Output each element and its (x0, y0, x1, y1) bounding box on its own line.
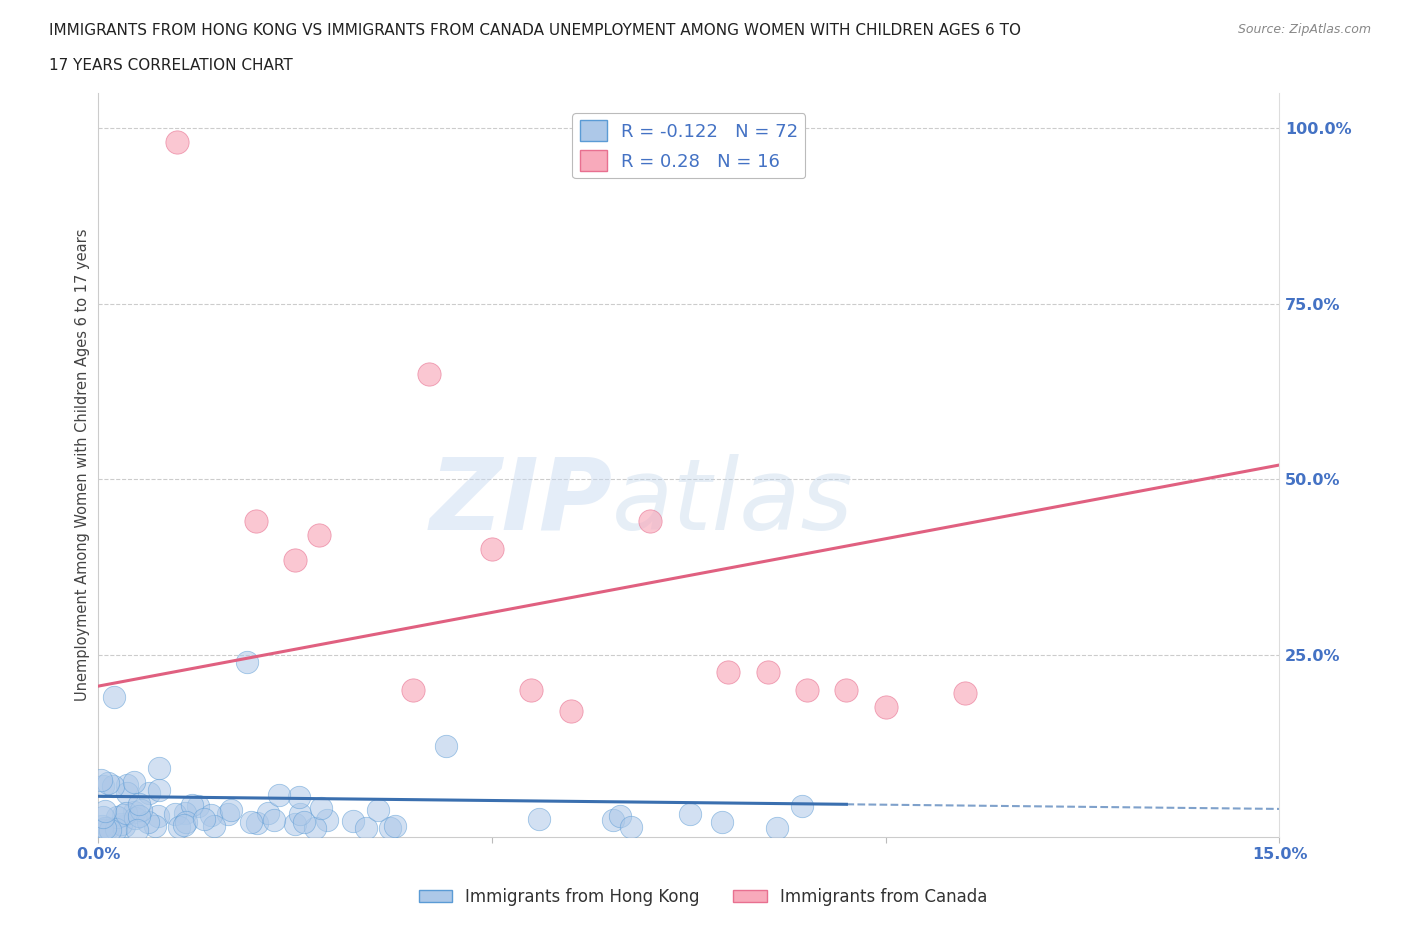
Point (284, 552, 307, 567)
Point (602, 813, 624, 828)
Point (94, 804, 117, 818)
Point (128, 809, 150, 824)
Point (97, 820, 120, 835)
Text: ZIP: ZIP (429, 454, 612, 551)
Point (146, 808, 169, 823)
Point (609, 808, 631, 823)
Text: IMMIGRANTS FROM HONG KONG VS IMMIGRANTS FROM CANADA UNEMPLOYMENT AMONG WOMEN WIT: IMMIGRANTS FROM HONG KONG VS IMMIGRANTS … (49, 23, 1021, 38)
Point (263, 813, 285, 828)
Point (529, 811, 551, 826)
Legend: R = -0.122   N = 72, R = 0.28   N = 16: R = -0.122 N = 72, R = 0.28 N = 16 (572, 113, 806, 179)
Point (115, 778, 138, 793)
Point (378, 820, 401, 835)
Point (128, 796, 150, 811)
Point (122, 775, 145, 790)
Point (288, 790, 311, 804)
Point (309, 801, 332, 816)
Point (240, 815, 263, 830)
Point (384, 818, 406, 833)
Text: Source: ZipAtlas.com: Source: ZipAtlas.com (1237, 23, 1371, 36)
Point (91, 778, 114, 793)
Text: 17 YEARS CORRELATION CHART: 17 YEARS CORRELATION CHART (49, 58, 292, 73)
Point (127, 822, 149, 837)
Point (110, 817, 132, 831)
Point (766, 820, 789, 835)
Point (90, 822, 112, 837)
Point (481, 542, 503, 557)
Point (792, 799, 814, 814)
Point (90, 773, 112, 788)
Point (245, 816, 267, 830)
Point (202, 818, 225, 833)
Point (148, 761, 170, 776)
Point (308, 527, 330, 542)
Text: atlas: atlas (612, 454, 853, 551)
Point (111, 808, 134, 823)
Point (245, 513, 267, 528)
Point (520, 683, 543, 698)
Point (112, 818, 135, 833)
Point (257, 806, 280, 821)
Point (953, 685, 976, 700)
Point (219, 803, 242, 817)
Point (96, 776, 118, 790)
Point (166, 135, 188, 150)
Point (620, 819, 643, 834)
Point (638, 513, 661, 528)
Point (143, 818, 166, 833)
Point (835, 683, 858, 698)
Point (315, 813, 337, 828)
Point (711, 815, 734, 830)
Point (122, 804, 145, 819)
Point (200, 807, 222, 822)
Point (875, 699, 897, 714)
Point (756, 665, 779, 680)
Point (115, 805, 138, 820)
Point (148, 782, 170, 797)
Point (560, 703, 582, 718)
Point (105, 821, 128, 836)
Point (217, 806, 239, 821)
Point (173, 805, 195, 820)
Legend: Immigrants from Hong Kong, Immigrants from Canada: Immigrants from Hong Kong, Immigrants fr… (412, 881, 994, 912)
Point (292, 814, 315, 829)
Point (131, 803, 153, 817)
Point (101, 778, 124, 793)
Point (187, 799, 209, 814)
Point (115, 786, 138, 801)
Point (94, 820, 117, 835)
Point (193, 812, 215, 827)
Point (717, 665, 740, 680)
Point (418, 366, 440, 381)
Point (434, 738, 457, 753)
Point (173, 818, 195, 833)
Point (169, 820, 191, 835)
Point (91, 810, 114, 825)
Point (284, 817, 307, 831)
Point (91, 818, 114, 833)
Point (236, 654, 259, 669)
Point (124, 810, 146, 825)
Point (342, 814, 364, 829)
Point (103, 689, 125, 704)
Point (181, 797, 204, 812)
Point (402, 683, 425, 698)
Point (165, 806, 187, 821)
Point (354, 821, 377, 836)
Point (136, 815, 159, 830)
Point (269, 788, 291, 803)
Point (100, 822, 122, 837)
Point (679, 807, 702, 822)
Y-axis label: Unemployment Among Women with Children Ages 6 to 17 years: Unemployment Among Women with Children A… (75, 229, 90, 701)
Point (367, 803, 389, 817)
Point (304, 820, 326, 835)
Point (174, 815, 197, 830)
Point (796, 683, 818, 698)
Point (138, 785, 160, 800)
Point (288, 807, 311, 822)
Point (105, 810, 128, 825)
